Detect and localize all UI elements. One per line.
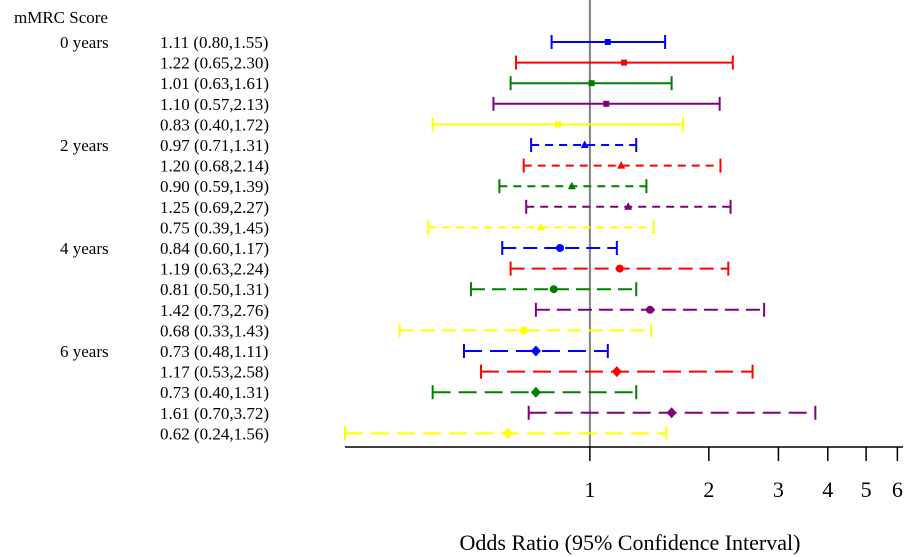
point-estimate-marker (646, 305, 655, 314)
point-estimate-marker (588, 80, 595, 87)
point-estimate-marker (624, 202, 633, 210)
column-header: mMRC Score (14, 8, 108, 27)
point-estimate-marker (621, 59, 628, 66)
group-label: 4 years (60, 239, 109, 258)
point-estimate-marker (536, 222, 545, 231)
x-tick-label: 3 (773, 477, 784, 502)
ci-text: 1.17 (0.53,2.58) (160, 363, 269, 382)
point-estimate-marker (604, 39, 611, 45)
group-6-years: 6 years 0.73 (0.48,1.11)1.17 (0.53,2.58)0… (60, 342, 817, 443)
point-estimate-marker (567, 181, 576, 190)
x-axis-label: Odds Ratio (95% Confidence Interval) (460, 530, 801, 555)
ci-text: 1.01 (0.63,1.61) (160, 74, 269, 93)
point-estimate-marker (530, 386, 541, 398)
group-label: 2 years (60, 136, 109, 155)
x-tick-label: 6 (892, 477, 903, 502)
rows-layer: 0 years 1.11 (0.80,1.55)1.22 (0.65,2.30)1… (60, 33, 817, 443)
point-estimate-marker (580, 140, 589, 148)
point-estimate-marker (530, 345, 541, 357)
point-estimate-marker (617, 161, 626, 169)
group-label: 0 years (60, 33, 109, 52)
point-estimate-marker (603, 100, 610, 107)
group-label: 6 years (60, 342, 109, 361)
group-4-years: 4 years 0.84 (0.60,1.17)1.19 (0.63,2.24)0… (60, 239, 766, 340)
ci-text: 0.97 (0.71,1.31) (160, 136, 269, 155)
ci-text: 0.68 (0.33,1.43) (160, 321, 269, 340)
ci-text: 0.90 (0.59,1.39) (160, 177, 269, 196)
ci-text: 0.84 (0.60,1.17) (160, 239, 269, 258)
point-estimate-marker (615, 264, 624, 273)
x-tick-label: 4 (822, 477, 833, 502)
ci-text: 1.61 (0.70,3.72) (160, 404, 269, 423)
group-2-years: 2 years 0.97 (0.71,1.31)1.20 (0.68,2.14)0… (60, 136, 732, 237)
point-estimate-marker (502, 427, 513, 439)
point-estimate-marker (611, 366, 622, 378)
ci-text: 1.42 (0.73,2.76) (160, 301, 269, 320)
point-estimate-marker (549, 285, 558, 294)
x-tick-label: 5 (861, 477, 872, 502)
ci-text: 0.81 (0.50,1.31) (160, 280, 269, 299)
ci-text: 0.83 (0.40,1.72) (160, 115, 269, 134)
point-estimate-marker (519, 326, 528, 335)
ci-text: 1.19 (0.63,2.24) (160, 260, 269, 279)
ci-text: 1.25 (0.69,2.27) (160, 198, 269, 217)
x-tick-label: 1 (584, 477, 595, 502)
ci-text: 0.75 (0.39,1.45) (160, 218, 269, 237)
ci-text: 0.62 (0.24,1.56) (160, 424, 269, 443)
point-estimate-marker (666, 407, 677, 419)
ci-text: 0.73 (0.40,1.31) (160, 383, 269, 402)
ci-text: 1.10 (0.57,2.13) (160, 95, 269, 114)
group-0-years: 0 years 1.11 (0.80,1.55)1.22 (0.65,2.30)1… (60, 33, 734, 134)
ci-text: 0.73 (0.48,1.11) (160, 342, 268, 361)
ci-text: 1.20 (0.68,2.14) (160, 157, 269, 176)
point-estimate-marker (555, 244, 564, 252)
x-tick-label: 2 (703, 477, 714, 502)
point-estimate-marker (554, 121, 561, 128)
ci-text: 1.11 (0.80,1.55) (160, 33, 268, 52)
ci-text: 1.22 (0.65,2.30) (160, 54, 269, 73)
